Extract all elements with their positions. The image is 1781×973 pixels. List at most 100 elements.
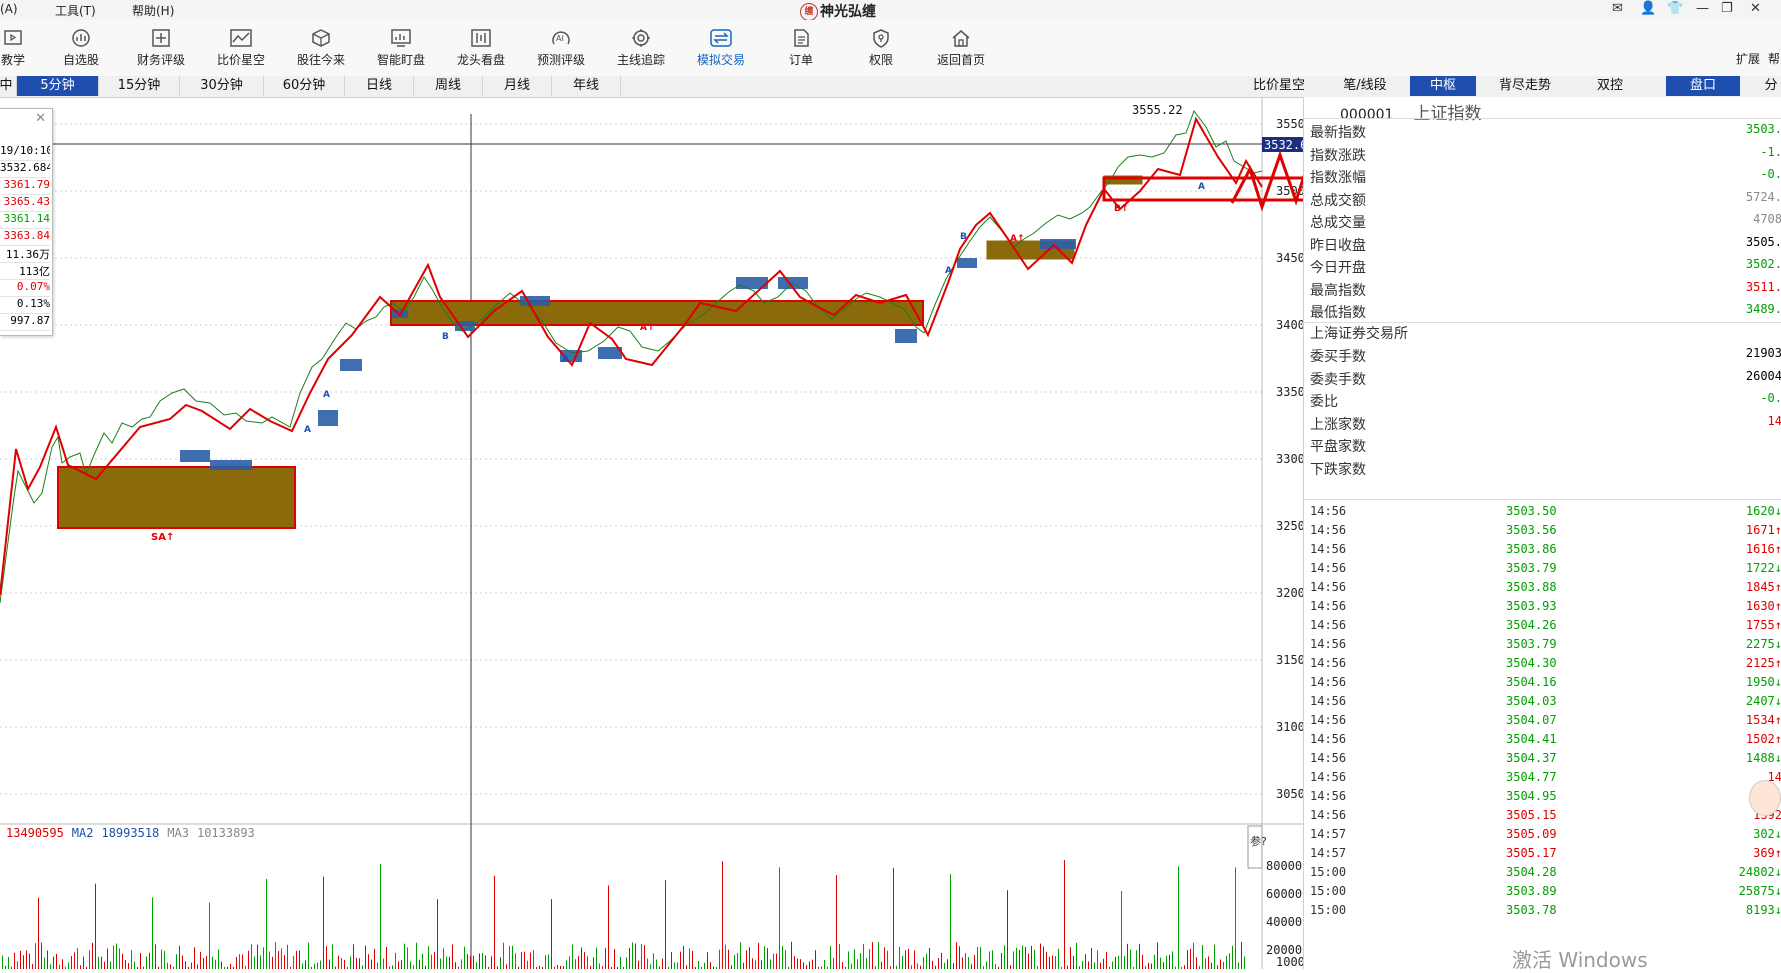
tab-stroke-segment[interactable]: 笔/线段 (1343, 78, 1387, 93)
volume-bar (101, 956, 102, 969)
volume-bar (335, 966, 336, 969)
toolbar-simtrade-button[interactable]: 模拟交易 (686, 28, 756, 68)
menu-item-tools[interactable]: 工具(T) (55, 4, 96, 18)
quote-row: 今日开盘 3502. (1310, 257, 1781, 279)
volume-bar (1208, 956, 1209, 969)
tick-volume: 1755↑ (1745, 618, 1781, 632)
volume-bar (290, 967, 291, 969)
order-stat-value: 14 (1767, 413, 1781, 428)
tab-monthly[interactable]: 月线 (483, 76, 552, 96)
volume-bar (536, 967, 537, 969)
tick-time: 14:56 (1310, 770, 1347, 784)
tick-volume: 2125↑ (1745, 656, 1781, 670)
tick-time: 14:56 (1310, 675, 1347, 689)
skin-icon[interactable]: 👕 (1667, 1, 1684, 16)
volume-bar (1175, 966, 1176, 969)
data-window-row: 3365.43 (0, 195, 50, 212)
tab-dual-control[interactable]: 双控 (1596, 78, 1623, 93)
toolbar-track-button[interactable]: 主线追踪 (606, 28, 676, 68)
tab-daily[interactable]: 日线 (345, 76, 414, 96)
volume-bar (944, 962, 945, 969)
toolbar-predict-button[interactable]: AI 预测评级 (526, 28, 596, 68)
volume-bar (1040, 943, 1041, 969)
tab-exhaust-trend[interactable]: 背尽走势 (1498, 78, 1551, 93)
volume-bar (416, 942, 417, 969)
toolbar-expand-button[interactable]: 扩展 (1736, 52, 1761, 66)
volume-bar (566, 960, 567, 969)
tab-30min[interactable]: 30分钟 (180, 76, 264, 96)
order-stat-row: 委卖手数 26004 (1310, 369, 1781, 391)
toolbar-leader-button[interactable]: 龙头看盘 (446, 28, 516, 68)
tick-price: 3503.88 (1506, 580, 1557, 594)
data-window-row: 113亿 (0, 263, 50, 280)
volume-bar (479, 953, 480, 969)
toolbar-help-button[interactable]: 帮 (1768, 52, 1781, 66)
kline-chart[interactable]: SA↑ A A B A A↑ A B A↑ B↑ A 3555.22 3550 … (0, 97, 1303, 969)
assistant-avatar[interactable] (1749, 780, 1781, 816)
tab-weekly[interactable]: 周线 (414, 76, 483, 96)
restore-icon[interactable]: ❐ (1721, 1, 1733, 16)
volume-bar (917, 963, 918, 969)
marker-sa: SA↑ (151, 532, 174, 543)
volume-bar (125, 960, 126, 969)
toolbar-monitor-button[interactable]: 智能盯盘 (366, 28, 436, 68)
volume-bar (218, 949, 219, 969)
volume-bar (320, 960, 321, 969)
toolbar-finance-button[interactable]: 财务评级 (126, 28, 196, 68)
menu-item-a[interactable]: (A) (0, 2, 18, 16)
mail-icon[interactable]: ✉ (1612, 1, 1623, 16)
tab-15min[interactable]: 15分钟 (99, 76, 180, 96)
tab-order-book[interactable]: 盘口 (1666, 76, 1740, 96)
volume-bar (689, 948, 690, 969)
tab-compare-stars[interactable]: 比价星空 (1252, 78, 1305, 93)
toolbar-home-button[interactable]: 返回首页 (926, 28, 996, 68)
user-icon[interactable]: 👤 (1640, 1, 1657, 16)
volume-bar (743, 962, 744, 969)
volume-bar (221, 961, 222, 969)
toolbar-teach-button[interactable]: 教学 (0, 28, 48, 68)
volume-bar (302, 963, 303, 969)
volume-bar (1154, 954, 1155, 969)
toolbar-predict-label: 预测评级 (536, 53, 585, 67)
app-logo-icon: 缠 (800, 3, 818, 21)
tab-minute[interactable]: 分 (1764, 78, 1778, 93)
volume-bar (434, 952, 435, 969)
volume-bar (911, 965, 912, 969)
volume-bar (569, 956, 570, 969)
toolbar-compare-button[interactable]: 比价星空 (206, 28, 276, 68)
volume-bar (494, 875, 495, 969)
volume-bar (68, 962, 69, 969)
data-window-close-icon[interactable]: ✕ (35, 111, 46, 126)
volume-bar (371, 959, 372, 969)
volume-param-button[interactable] (1247, 825, 1263, 869)
minimize-icon[interactable]: — (1696, 1, 1709, 16)
tab-5min[interactable]: 5分钟 (17, 76, 99, 96)
volume-bar (884, 947, 885, 969)
tick-price: 3505.15 (1506, 808, 1557, 822)
volume-bar (113, 945, 114, 969)
toolbar-permission-button[interactable]: 权限 (846, 28, 916, 68)
price-tick-3200: 3200 (1276, 586, 1303, 600)
data-window[interactable]: ✕ 19/10:10 3532.684 3361.79 3365.43 3361.14 3… (0, 108, 53, 336)
close-icon[interactable]: ✕ (1750, 1, 1761, 16)
menu-item-help[interactable]: 帮助(H) (132, 4, 175, 18)
volume-bar (1127, 943, 1128, 969)
toolbar-order-label: 订单 (788, 53, 813, 67)
toolbar-order-button[interactable]: 订单 (766, 28, 836, 68)
toolbar-watchlist-button[interactable]: 自选股 (46, 28, 116, 68)
order-stat-row: 上涨家数 14 (1310, 414, 1781, 436)
marker-a-5: A (1198, 182, 1205, 192)
tab-partial[interactable]: 中 (0, 76, 17, 96)
tab-yearly[interactable]: 年线 (552, 76, 621, 96)
volume-bar (674, 962, 675, 969)
volume-bar (1022, 945, 1023, 969)
quote-row: 指数涨幅 -0. (1310, 167, 1781, 189)
volume-bar (857, 959, 858, 969)
volume-bar (692, 951, 693, 969)
volume-bar (458, 967, 459, 969)
volume-bar (719, 949, 720, 969)
tab-pivot[interactable]: 中枢 (1410, 76, 1476, 96)
tab-60min[interactable]: 60分钟 (264, 76, 345, 96)
volume-bar (671, 951, 672, 969)
toolbar-history-button[interactable]: 股往今来 (286, 28, 356, 68)
